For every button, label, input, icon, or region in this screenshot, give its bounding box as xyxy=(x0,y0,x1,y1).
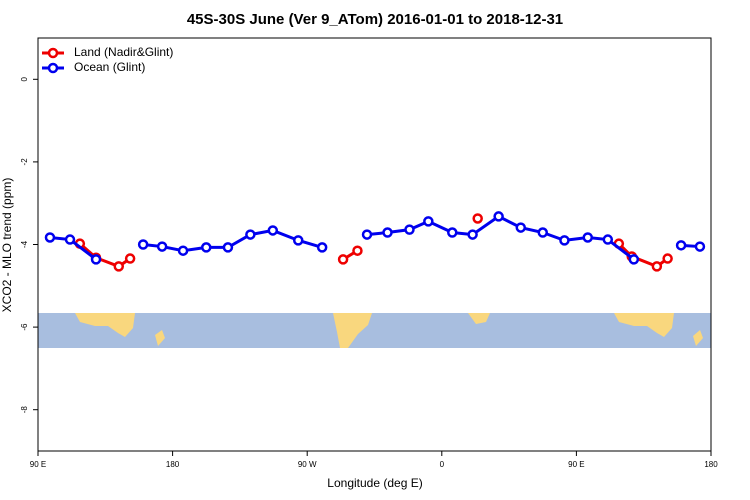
data-point xyxy=(423,216,434,227)
data-point xyxy=(537,227,548,238)
data-point xyxy=(177,245,189,256)
data-point xyxy=(156,241,168,252)
data-point xyxy=(124,253,136,264)
data-point xyxy=(467,229,478,240)
y-tick-label: 0 xyxy=(20,77,29,82)
chart-title: 45S-30S June (Ver 9_ATom) 2016-01-01 to … xyxy=(187,11,563,28)
data-point xyxy=(675,240,687,251)
land-shape xyxy=(468,313,490,324)
data-point xyxy=(602,234,614,245)
map-band xyxy=(38,313,711,348)
x-tick-label: 180 xyxy=(704,460,718,469)
data-point xyxy=(382,227,393,238)
legend-marker xyxy=(47,47,59,59)
x-tick-label: 180 xyxy=(166,460,180,469)
y-tick-label: -6 xyxy=(20,323,29,331)
data-point xyxy=(292,235,304,246)
data-point xyxy=(201,242,212,253)
x-axis-label: Longitude (deg E) xyxy=(327,476,422,490)
data-point xyxy=(267,225,279,236)
data-point xyxy=(582,232,594,243)
ocean-band xyxy=(38,313,711,348)
legend-label: Ocean (Glint) xyxy=(74,60,145,74)
x-tick-label: 90 E xyxy=(30,460,46,469)
data-point xyxy=(44,232,56,243)
x-tick-label: 0 xyxy=(440,460,445,469)
data-point xyxy=(361,229,373,240)
land-shape xyxy=(693,330,703,346)
series-line xyxy=(366,214,635,261)
land-shape xyxy=(333,313,372,348)
data-point xyxy=(651,261,663,272)
legend-marker xyxy=(47,62,59,74)
series-line xyxy=(617,242,669,269)
data-point xyxy=(316,242,328,253)
y-tick-label: -2 xyxy=(20,158,29,166)
data-point xyxy=(493,211,504,222)
data-point xyxy=(404,224,415,235)
data-point xyxy=(352,245,363,256)
x-tick-label: 90 W xyxy=(298,460,317,469)
data-point xyxy=(472,213,483,224)
y-axis-label: XCO2 - MLO trend (ppm) xyxy=(0,178,14,313)
legend-label: Land (Nadir&Glint) xyxy=(74,45,173,59)
series-line xyxy=(78,242,131,269)
land-shape xyxy=(614,313,674,337)
data-point xyxy=(628,254,640,265)
y-tick-label: -8 xyxy=(20,406,29,414)
data-point xyxy=(515,222,527,233)
data-point xyxy=(90,254,102,265)
data-point xyxy=(137,239,149,250)
data-point xyxy=(694,241,706,252)
land-shape xyxy=(75,313,135,337)
data-point xyxy=(662,253,673,264)
data-point xyxy=(222,242,234,253)
data-point xyxy=(447,227,458,238)
y-tick-label: -4 xyxy=(20,240,29,248)
x-tick-label: 90 E xyxy=(568,460,584,469)
data-point xyxy=(559,235,570,246)
data-point xyxy=(337,254,349,265)
data-point xyxy=(64,234,76,245)
data-point xyxy=(113,261,125,272)
land-shape xyxy=(155,330,165,346)
data-point xyxy=(245,229,256,240)
